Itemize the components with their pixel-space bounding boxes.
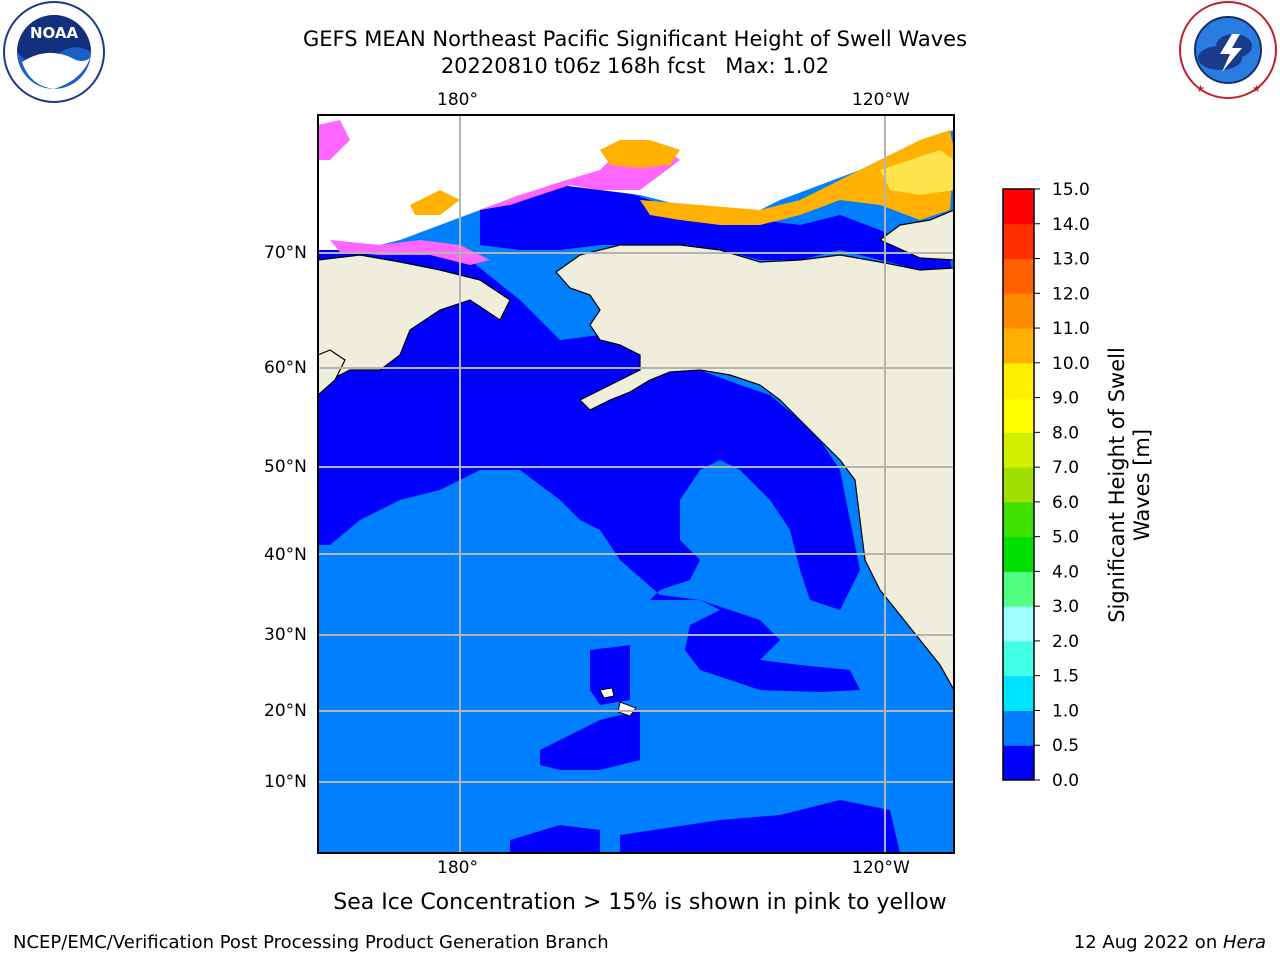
sea-ice-caption: Sea Ice Concentration > 15% is shown in … [333,890,947,915]
colorbar-tick-label: 12.0 [1052,284,1090,304]
footer-machine: Hera [1222,932,1266,953]
colorbar-segment [1003,745,1034,781]
colorbar-segment [1003,328,1034,364]
colorbar-segment [1003,710,1034,746]
map-area [318,115,954,853]
hawaii-islands [599,687,637,717]
title-line-2: 20220810 t06z 168h fcst Max: 1.02 [440,54,830,78]
colorbar-tick-label: 14.0 [1052,215,1090,235]
colorbar-segment [1003,223,1034,260]
lat-label-10n: 10°N [264,772,307,792]
footer-branch: NCEP/EMC/Verification Post Processing Pr… [13,932,609,953]
colorbar-tick-label: 4.0 [1052,562,1079,582]
lat-label-70n: 70°N [264,243,307,263]
title-line-1: GEFS MEAN Northeast Pacific Significant … [302,27,968,51]
lon-label-bottom-180: 180° [437,858,478,878]
colorbar-tick-label: 10.0 [1052,354,1090,374]
colorbar-tick-label: 1.5 [1052,667,1079,687]
colorbar-segment [1003,293,1034,329]
colorbar-segment [1003,501,1034,538]
colorbar-segment [1003,432,1034,468]
lon-label-bottom-120w: 120°W [852,858,910,878]
footer-date-text: 12 Aug 2022 on [1073,932,1223,953]
colorbar-segment [1003,571,1034,607]
colorbar-tick-label: 5.0 [1052,528,1079,548]
lat-label-20n: 20°N [264,701,307,721]
footer-date: 12 Aug 2022 on Hera [1074,932,1266,953]
lat-label-50n: 50°N [264,457,307,477]
colorbar-border [1002,188,1035,781]
colorbar-segment [1003,397,1034,433]
colorbar-segment [1003,467,1034,503]
lat-label-60n: 60°N [264,358,307,378]
sea-ice-region [318,115,954,265]
land [318,209,954,692]
colorbar-tick-label: 7.0 [1052,458,1079,478]
graticule [318,115,954,853]
noaa-logo-text: NOAA [30,24,79,42]
colorbar [1003,189,1034,781]
colorbar-tick-label: 3.0 [1052,597,1079,617]
colorbar-tick-label: 1.0 [1052,701,1079,721]
lon-label-top-180: 180° [437,90,478,110]
colorbar-tick-label: 9.0 [1052,389,1079,409]
colorbar-segment [1003,640,1034,677]
svg-text:★: ★ [1196,84,1205,95]
colorbar-segment [1003,362,1034,399]
lon-label-top-120w: 120°W [852,90,910,110]
colorbar-segment [1003,606,1034,642]
colorbar-title-line-1: Significant Height of Swell [1105,347,1129,623]
noaa-logo: NOAA [3,1,105,103]
colorbar-tick-label: 0.0 [1052,771,1079,791]
colorbar-segment [1003,258,1034,294]
colorbar-tick-label: 0.5 [1052,736,1079,756]
colorbar-title-line-2: Waves [m] [1130,428,1154,542]
colorbar-tick-label: 15.0 [1052,180,1090,200]
nws-logo: ★ ★ [1179,1,1277,99]
colorbar-segment [1003,536,1034,572]
lat-label-40n: 40°N [264,545,307,565]
svg-text:★: ★ [1252,84,1261,95]
colorbar-segment [1003,675,1034,711]
lat-label-30n: 30°N [264,625,307,645]
colorbar-tick-label: 13.0 [1052,250,1090,270]
colorbar-tick-label: 2.0 [1052,632,1079,652]
colorbar-tick-label: 11.0 [1052,319,1090,339]
colorbar-tick-label: 6.0 [1052,493,1079,513]
map-border [317,114,955,854]
colorbar-tick-label: 8.0 [1052,423,1079,443]
colorbar-ticks: 0.0 0.5 1.0 1.5 2.0 3.0 4.0 5.0 6.0 7.0 8.0 9.0 10.0… [1034,180,1090,791]
chart-title: GEFS MEAN Northeast Pacific Significant … [0,26,1270,80]
colorbar-segment [1003,189,1034,225]
